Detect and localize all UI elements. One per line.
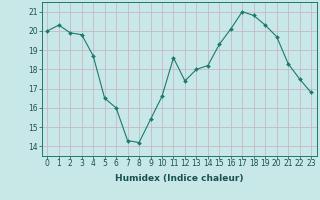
- X-axis label: Humidex (Indice chaleur): Humidex (Indice chaleur): [115, 174, 244, 183]
